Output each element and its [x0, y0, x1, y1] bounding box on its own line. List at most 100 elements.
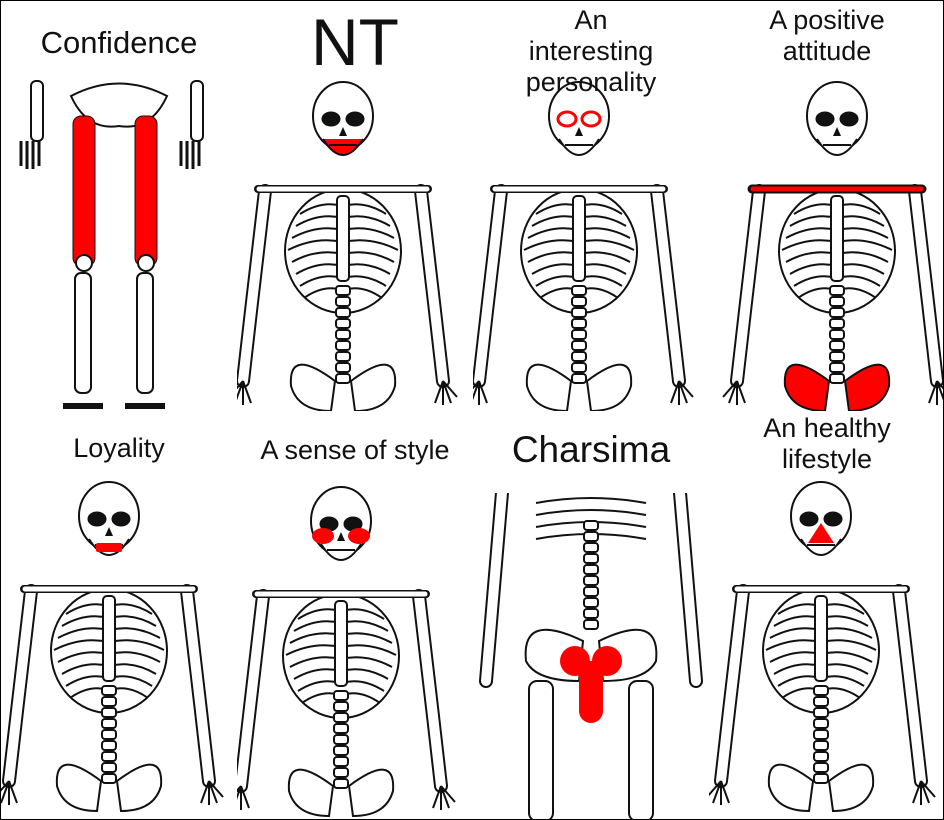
- eye-socket: [580, 110, 602, 128]
- forearm-bone: [190, 80, 204, 142]
- vertebra: [571, 340, 587, 351]
- upper-arm-bone-fill: [4, 586, 36, 786]
- jaw: [816, 138, 858, 156]
- panel-sense-of-style: A sense of style: [237, 411, 473, 819]
- eye-socket: [823, 511, 843, 527]
- vertebra: [583, 608, 599, 619]
- vertebra: [333, 767, 349, 778]
- jaw: [320, 543, 362, 561]
- skeleton-figure: [237, 486, 456, 818]
- vertebra: [335, 307, 351, 318]
- pelvis-bone: [349, 363, 397, 411]
- hand-bones: [912, 780, 936, 805]
- nose-cavity: [833, 127, 841, 136]
- vertebra: [583, 619, 599, 630]
- hand-bones: [179, 141, 201, 169]
- skeleton: [709, 481, 936, 813]
- vertebra: [583, 553, 599, 564]
- pelvis-bone: [115, 763, 163, 813]
- femur: [528, 680, 554, 819]
- vertebra: [333, 756, 349, 767]
- vertebra: [101, 685, 117, 696]
- eye-socket: [799, 511, 819, 527]
- eye-socket: [345, 111, 365, 127]
- vertebra: [101, 696, 117, 707]
- vertebra: [583, 575, 599, 586]
- hand-bones: [434, 380, 458, 405]
- upper-arm-bone-fill: [732, 186, 764, 386]
- knee-cap: [137, 254, 155, 272]
- nose-highlight: [808, 523, 834, 543]
- vertebra: [571, 362, 587, 373]
- hand-bones: [473, 380, 488, 405]
- skeleton: [237, 81, 458, 411]
- vertebra: [571, 351, 587, 362]
- upper-arm-bone-fill: [414, 591, 446, 791]
- vertebra: [813, 707, 829, 718]
- vertebra: [335, 296, 351, 307]
- pelvis-bone: [843, 363, 891, 411]
- vertebra: [571, 307, 587, 318]
- cheekbone-highlight: [348, 528, 370, 544]
- vertebra: [829, 285, 845, 296]
- sternum: [830, 195, 844, 282]
- vertebra: [101, 762, 117, 773]
- sternum: [102, 595, 116, 682]
- vertebra: [829, 340, 845, 351]
- skeleton: [473, 81, 694, 411]
- mouth-highlight: [96, 543, 122, 552]
- vertebra: [333, 734, 349, 745]
- hand-bones: [709, 780, 730, 805]
- skeleton-figure: [473, 81, 694, 411]
- upper-arm-bone-fill: [910, 186, 942, 386]
- vertebra: [571, 329, 587, 340]
- pelvis-highlight: [579, 661, 603, 723]
- sternum: [572, 195, 586, 282]
- skeleton-figure: [1, 481, 224, 813]
- panel-healthy-lifestyle: An healthy lifestyle: [709, 411, 943, 819]
- vertebra: [813, 773, 829, 784]
- skeleton: [237, 486, 456, 818]
- vertebra: [571, 296, 587, 307]
- nose-cavity: [575, 127, 583, 136]
- vertebra: [101, 707, 117, 718]
- vertebra: [829, 296, 845, 307]
- vertebra: [829, 373, 845, 384]
- vertebra: [813, 718, 829, 729]
- panel-charsima: Charsima: [473, 411, 709, 819]
- panel-label: Confidence: [40, 25, 198, 60]
- vertebra: [583, 542, 599, 553]
- vertebra: [333, 701, 349, 712]
- upper-arm-bone-fill: [894, 586, 926, 786]
- vertebra: [335, 373, 351, 384]
- vertebra: [101, 718, 117, 729]
- vertebra: [583, 597, 599, 608]
- panel-loyality: Loyality: [1, 411, 237, 819]
- vertebra: [829, 318, 845, 329]
- pelvis-bone: [55, 763, 103, 813]
- panel-positive-attitude: A positive attitude: [709, 1, 943, 411]
- pelvis-bone: [525, 363, 573, 411]
- hand-bones: [19, 141, 41, 169]
- jaw: [558, 138, 600, 156]
- skeleton: [1, 481, 224, 813]
- panel-label: An interesting personality: [525, 5, 657, 98]
- hand-bones: [200, 780, 224, 805]
- shin-bone: [74, 272, 92, 394]
- femur-highlight: [72, 115, 96, 267]
- rib: [535, 509, 647, 516]
- vertebra: [583, 586, 599, 597]
- vertebra: [101, 729, 117, 740]
- rib: [535, 497, 647, 504]
- sternum: [334, 600, 348, 687]
- skeleton-lower-torso-figure: [479, 474, 703, 819]
- vertebra: [813, 751, 829, 762]
- skeleton-figure: [709, 481, 936, 813]
- shin-bone: [136, 272, 154, 394]
- vertebra: [335, 329, 351, 340]
- vertebra: [571, 285, 587, 296]
- eye-socket: [556, 110, 578, 128]
- panel-label: A positive attitude: [769, 5, 885, 67]
- panel-label: Loyality: [73, 433, 165, 463]
- cheekbone-highlight: [312, 528, 334, 544]
